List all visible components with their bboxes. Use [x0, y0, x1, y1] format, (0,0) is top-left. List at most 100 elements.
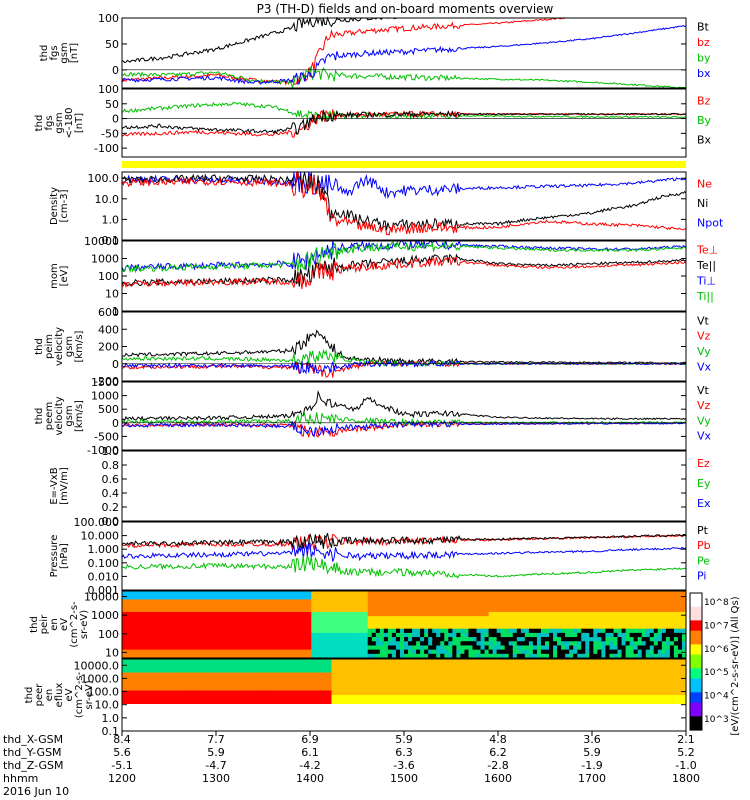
spectrogram-cell — [496, 722, 502, 728]
spectrogram-cell — [202, 653, 208, 659]
spectrogram-cell — [339, 616, 345, 621]
spectrogram-cell — [146, 624, 151, 630]
spectrogram-cell — [154, 668, 159, 674]
spectrogram-cell — [391, 624, 397, 630]
spectrogram-cell — [625, 632, 631, 638]
spectrogram-cell — [323, 624, 329, 630]
spectrogram-cell — [307, 726, 312, 732]
spectrogram-cell — [577, 645, 582, 651]
spectrogram-cell — [496, 645, 502, 651]
spectrogram-cell — [565, 653, 570, 659]
spectrogram-cell — [456, 628, 461, 634]
spectrogram-cell — [303, 726, 308, 732]
spectrogram-cell — [134, 624, 139, 630]
spectrogram-cell — [633, 722, 639, 728]
spectrogram-cell — [210, 628, 216, 634]
spectrogram-cell — [254, 591, 260, 596]
spectrogram-cell — [448, 653, 453, 659]
colorbar-label: [eV/(cm^2-s-sr-eV)] (All Qs) — [730, 596, 741, 735]
spectrogram-cell — [363, 632, 369, 638]
spectrogram-cell — [657, 690, 663, 696]
spectrogram-cell — [218, 699, 224, 705]
spectrogram-cell — [404, 611, 409, 617]
spectrogram-cell — [464, 726, 470, 732]
spectrogram-cell — [492, 713, 498, 719]
spectrogram-cell — [315, 659, 320, 665]
spectrogram-cell — [319, 637, 325, 642]
spectrogram-cell — [617, 649, 623, 655]
spectrogram-cell — [565, 681, 570, 687]
spectrogram-cell — [573, 690, 578, 696]
spectrogram-cell — [218, 677, 224, 683]
spectrogram-cell — [174, 624, 179, 630]
spectrogram-cell — [267, 663, 272, 669]
spectrogram-cell — [412, 717, 417, 723]
spectrogram-cell — [504, 722, 510, 728]
spectrogram-cell — [367, 628, 373, 634]
spectrogram-cell — [504, 611, 510, 617]
spectrogram-cell — [428, 668, 433, 674]
spectrogram-cell — [436, 726, 441, 732]
spectrogram-cell — [408, 616, 413, 621]
spectrogram-cell — [226, 632, 232, 638]
spectrogram-cell — [440, 607, 445, 613]
spectrogram-cell — [492, 645, 498, 651]
spectrogram-cell — [287, 591, 292, 596]
spectrogram-cell — [210, 672, 216, 678]
spectrogram-cell — [508, 663, 514, 669]
spectrogram-cell — [210, 637, 216, 642]
spectrogram-cell — [391, 659, 397, 665]
spectrogram-cell — [468, 607, 474, 613]
spectrogram-cell — [625, 677, 631, 683]
spectrogram-cell — [677, 616, 683, 621]
spectrogram-cell — [500, 677, 506, 683]
spectrogram-cell — [395, 611, 401, 617]
spectrogram-cell — [637, 713, 643, 719]
spectrogram-cell — [609, 653, 615, 659]
spectrogram-cell — [540, 616, 546, 621]
spectrogram-cell — [500, 708, 506, 714]
spectrogram-cell — [194, 603, 200, 609]
spectrogram-cell — [508, 726, 514, 732]
spectrogram-cell — [472, 668, 478, 674]
spectrogram-cell — [214, 681, 220, 687]
spectrogram-cell — [283, 704, 288, 710]
spectrogram-cell — [234, 641, 240, 647]
spectrogram-cell — [202, 591, 208, 596]
spectrogram-cell — [673, 699, 679, 705]
spectrogram-cell — [593, 611, 598, 617]
spectrogram-cell — [202, 620, 208, 626]
spectrogram-cell — [528, 595, 534, 600]
spectrogram-cell — [504, 695, 510, 701]
spectrogram-cell — [323, 599, 329, 605]
spectrogram-cell — [597, 628, 602, 634]
spectrogram-cell — [162, 641, 167, 647]
spectrogram-cell — [452, 704, 457, 710]
spectrogram-cell — [363, 690, 369, 696]
spectrogram-cell — [436, 708, 441, 714]
spectrogram-cell — [138, 708, 143, 714]
spectrogram-cell — [488, 632, 494, 638]
spectrogram-cell — [484, 726, 490, 732]
spectrogram-cell — [404, 699, 409, 705]
spectrogram-cell — [496, 591, 502, 596]
spectrogram-cell — [516, 663, 522, 669]
spectrogram-cell — [299, 663, 304, 669]
spectrogram-cell — [573, 726, 578, 732]
spectrogram-cell — [488, 653, 494, 659]
spectrogram-cell — [500, 624, 506, 630]
spectrogram-cell — [581, 668, 586, 674]
spectrogram-cell — [516, 699, 522, 705]
spectrogram-cell — [198, 690, 204, 696]
spectrogram-cell — [295, 595, 300, 600]
spectrogram-cell — [242, 659, 248, 665]
y-tick-label: 0.1 — [102, 725, 120, 738]
spectrogram-cell — [408, 649, 413, 655]
spectrogram-cell — [629, 591, 635, 596]
spectrogram-cell — [254, 624, 260, 630]
spectrogram-cell — [496, 663, 502, 669]
spectrogram-cell — [323, 659, 329, 665]
spectrogram-cell — [214, 653, 220, 659]
spectrogram-cell — [444, 677, 449, 683]
spectrogram-cell — [287, 603, 292, 609]
